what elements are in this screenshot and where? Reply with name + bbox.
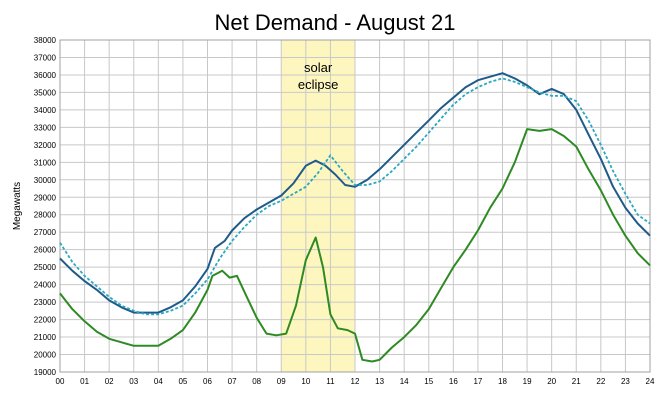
x-tick-label: 08: [252, 377, 261, 386]
y-tick-label: 38000: [34, 36, 57, 45]
y-tick-label: 28000: [34, 211, 57, 220]
x-tick-label: 07: [228, 377, 237, 386]
y-tick-label: 21000: [34, 333, 57, 342]
y-tick-label: 23000: [34, 298, 57, 307]
y-tick-label: 26000: [34, 246, 57, 255]
y-tick-label: 24000: [34, 281, 57, 290]
y-tick-label: 27000: [34, 228, 57, 237]
y-tick-label: 36000: [34, 71, 57, 80]
x-tick-label: 20: [547, 377, 556, 386]
series-line-2: [59, 77, 651, 316]
y-tick-label: 35000: [34, 88, 57, 97]
x-tick-label: 11: [326, 377, 335, 386]
eclipse-label-line-2: eclipse: [298, 77, 338, 92]
x-tick-label: 04: [154, 377, 163, 386]
y-tick-label: 19000: [34, 368, 57, 377]
y-tick-label: 37000: [34, 53, 57, 62]
x-tick-label: 15: [424, 377, 433, 386]
x-tick-label: 16: [449, 377, 458, 386]
y-tick-label: 22000: [34, 316, 57, 325]
x-tick-label: 02: [105, 377, 114, 386]
y-axis-label: Megawatts: [12, 182, 23, 230]
y-tick-label: 30000: [34, 176, 57, 185]
x-tick-label: 03: [129, 377, 138, 386]
y-tick-label: 34000: [34, 106, 57, 115]
y-tick-label: 32000: [34, 141, 57, 150]
x-tick-label: 14: [400, 377, 409, 386]
x-tick-label: 19: [523, 377, 532, 386]
x-tick-label: 18: [498, 377, 507, 386]
x-tick-label: 13: [375, 377, 384, 386]
plot-area-frame: [59, 39, 651, 373]
x-tick-label: 10: [301, 377, 310, 386]
series-line-1: [59, 72, 651, 314]
y-tick-label: 20000: [34, 351, 57, 360]
x-axis-ticks: 00 01 02 03 04 05 06 07 08 09 10 11 12 13 14 15 16 17 18 19…: [56, 377, 655, 386]
solar-eclipse-band: [281, 40, 355, 372]
y-axis-ticks: 19000 20000 21000 22000 23000 24000 25000 26000…: [34, 36, 57, 377]
x-tick-label: 01: [80, 377, 89, 386]
x-tick-label: 00: [56, 377, 65, 386]
x-tick-label: 24: [646, 377, 655, 386]
x-tick-label: 12: [351, 377, 360, 386]
y-tick-label: 31000: [34, 158, 57, 167]
chart-title: Net Demand - August 21: [215, 10, 456, 35]
x-tick-label: 22: [596, 377, 605, 386]
eclipse-label-line-1: solar: [304, 60, 333, 75]
x-tick-label: 17: [473, 377, 482, 386]
x-tick-label: 06: [203, 377, 212, 386]
series-layer: [59, 72, 651, 363]
y-tick-label: 25000: [34, 263, 57, 272]
x-tick-label: 09: [277, 377, 286, 386]
y-tick-label: 33000: [34, 123, 57, 132]
x-tick-label: 05: [178, 377, 187, 386]
series-line-3: [59, 128, 651, 363]
x-tick-label: 21: [572, 377, 581, 386]
x-tick-label: 23: [621, 377, 630, 386]
y-tick-label: 29000: [34, 193, 57, 202]
